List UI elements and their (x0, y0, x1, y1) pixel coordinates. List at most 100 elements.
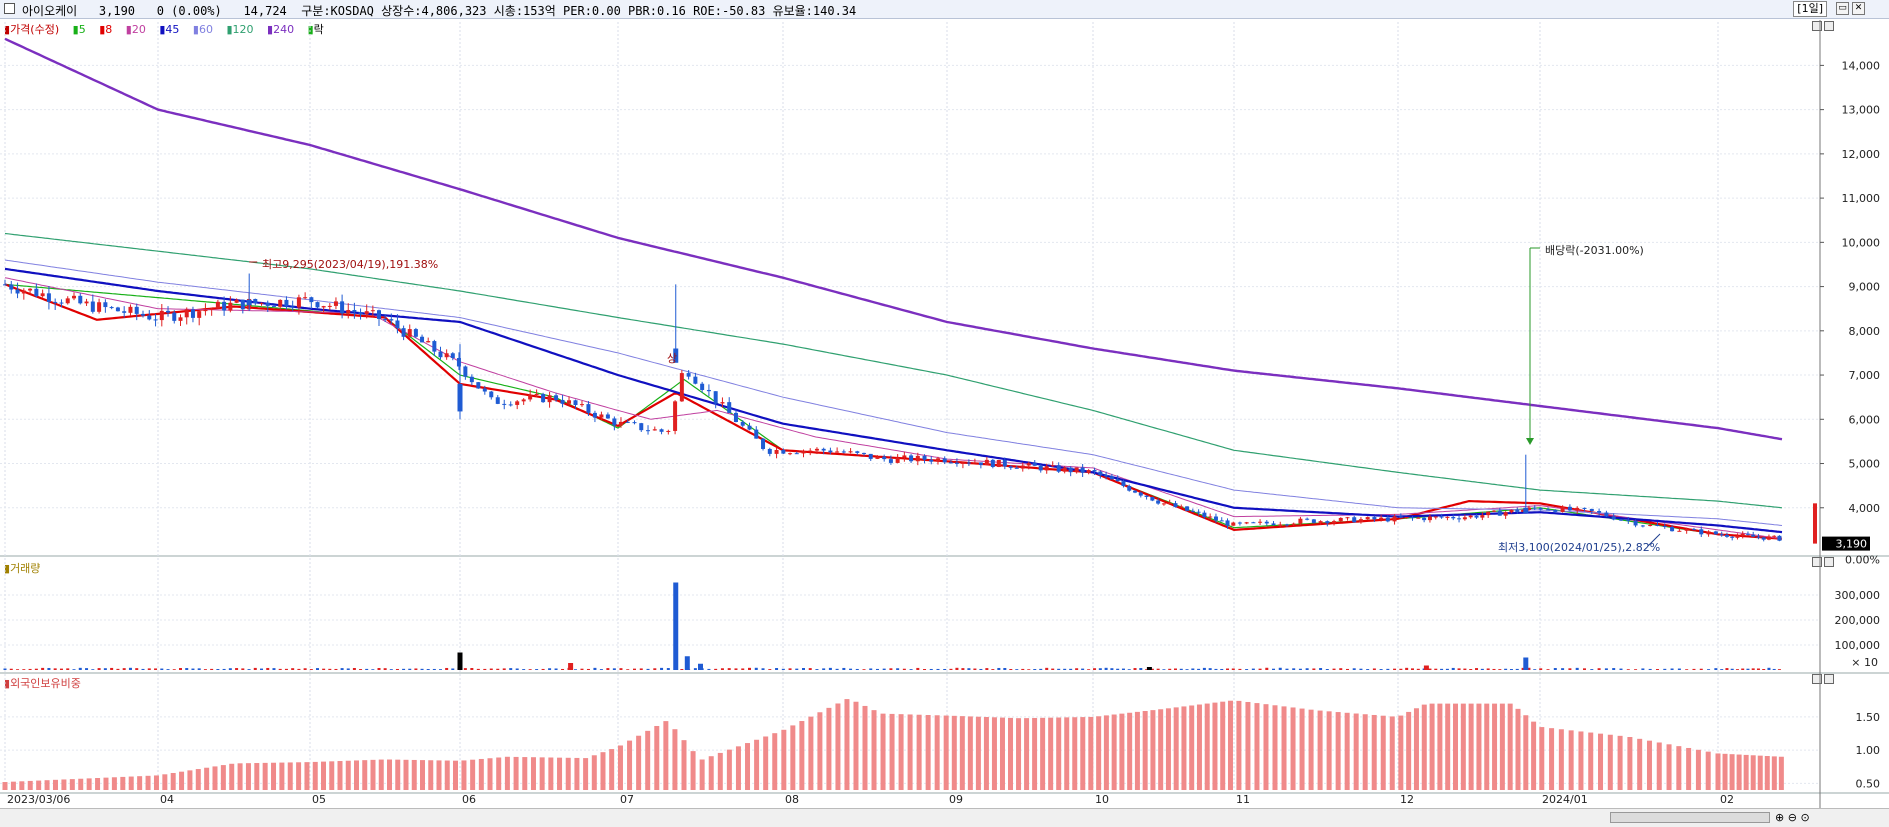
candle-body (788, 453, 793, 455)
candle-body (1751, 534, 1756, 537)
candle-body (761, 438, 766, 449)
foreign-bar (844, 699, 850, 790)
legend-ma5[interactable]: ▮5 (72, 23, 86, 36)
volume-bar (1278, 667, 1282, 670)
candle-body (153, 319, 158, 321)
candle-body (21, 290, 26, 294)
volume-bar (1145, 669, 1149, 670)
candle-body (28, 288, 33, 291)
legend-price[interactable]: ▮가격(수정) (4, 23, 60, 36)
candle-body (246, 299, 252, 306)
foreign-bar (69, 779, 75, 790)
volume-bar (1762, 669, 1766, 670)
volume-panel-label: ▮거래량 (4, 562, 41, 575)
volume-bar (1663, 668, 1667, 670)
candle-body (1677, 530, 1682, 532)
foreign-bar (1736, 754, 1742, 790)
candle-body (1345, 517, 1350, 519)
panel-close-icon[interactable] (1824, 21, 1834, 31)
panel-close-icon[interactable] (1824, 557, 1834, 567)
foreign-bar (1398, 715, 1404, 790)
volume-bar (612, 668, 616, 670)
volume-bar (586, 668, 590, 670)
candle-body (586, 404, 591, 413)
foreign-bar (934, 715, 940, 790)
panel-close-icon[interactable] (1824, 674, 1834, 684)
foreign-bar (1484, 703, 1490, 790)
legend-ma60[interactable]: ▮60 (192, 23, 213, 36)
candle-body (1231, 522, 1236, 526)
volume-bar (849, 668, 853, 670)
foreign-bar (378, 759, 384, 790)
legend-ma8[interactable]: ▮8 (99, 23, 113, 36)
legend-rak[interactable]: ▮락 (307, 23, 324, 36)
volume-bar (1045, 667, 1049, 670)
foreign-bar (853, 701, 859, 790)
foreign-bar (212, 766, 218, 790)
volume-bar (116, 668, 120, 670)
candle-body (1515, 509, 1520, 512)
candle-body (1080, 467, 1085, 473)
foreign-bar (61, 779, 67, 790)
volume-bar (828, 667, 832, 670)
panel-maximize-icon[interactable] (1812, 21, 1822, 31)
volume-bar (420, 668, 424, 670)
foreign-bar (1227, 700, 1233, 790)
zoom-reset-icon[interactable]: ⊙ (1800, 811, 1810, 824)
volume-bar (639, 668, 643, 670)
candle-body (1713, 531, 1718, 535)
candle-body (855, 451, 860, 453)
price-tick-label: 14,000 (1842, 59, 1881, 72)
panel-maximize-icon[interactable] (1812, 674, 1822, 684)
volume-bar (97, 668, 101, 670)
volume-bar (1093, 668, 1097, 670)
foreign-bar (1308, 709, 1314, 790)
volume-bar (1670, 668, 1674, 670)
candle-body (370, 310, 375, 312)
volume-bar (1730, 668, 1734, 670)
volume-bar (997, 667, 1001, 670)
foreign-bar (1096, 716, 1102, 790)
candle-body (747, 425, 752, 430)
period-button[interactable]: [1일] (1793, 1, 1827, 17)
candle-body (141, 313, 146, 316)
volume-bar (1707, 669, 1711, 670)
chart-scrollbar[interactable] (1610, 812, 1770, 823)
foreign-ownership-bars (2, 699, 1784, 790)
candle-body (862, 452, 867, 454)
legend-ma20[interactable]: ▮20 (125, 23, 146, 36)
select-checkbox[interactable] (4, 3, 15, 14)
minimize-icon[interactable]: ▭ (1836, 2, 1849, 15)
volume-bar (340, 668, 344, 670)
panel-maximize-icon[interactable] (1812, 557, 1822, 567)
foreign-bar (1281, 706, 1287, 790)
candle-body (502, 403, 507, 405)
volume-bar (808, 668, 812, 670)
legend-ma240[interactable]: ▮240 (267, 23, 295, 36)
foreign-bar (245, 763, 251, 790)
volume-bar (377, 668, 381, 670)
candle-body (72, 295, 77, 299)
candle-body (296, 297, 301, 308)
foreign-bar (943, 715, 949, 790)
candle-body (1521, 509, 1526, 512)
candle-body (1724, 534, 1729, 537)
volume-bar (1156, 668, 1160, 670)
zoom-out-icon[interactable]: ⊖ (1787, 811, 1797, 824)
volume-bar (1469, 669, 1473, 670)
volume-bar (432, 668, 436, 670)
volume-bar (1069, 668, 1073, 670)
volume-bar (1648, 668, 1652, 670)
candle-body (482, 388, 487, 392)
dividend-arrowhead (1526, 438, 1534, 445)
zoom-in-icon[interactable]: ⊕ (1775, 811, 1785, 824)
candle-body (178, 317, 183, 321)
volume-bar (16, 669, 20, 670)
legend-ma120[interactable]: ▮120 (226, 23, 254, 36)
foreign-bar (1406, 711, 1412, 790)
volume-bar (3, 668, 7, 670)
volume-bar (1451, 667, 1455, 670)
close-icon[interactable]: ✕ (1852, 2, 1865, 15)
legend-ma45[interactable]: ▮45 (159, 23, 180, 36)
